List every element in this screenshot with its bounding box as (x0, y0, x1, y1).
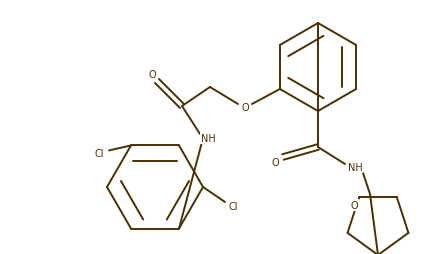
Text: O: O (241, 103, 249, 113)
Text: NH: NH (201, 133, 216, 144)
Text: O: O (271, 157, 279, 167)
Text: Cl: Cl (228, 201, 238, 211)
Text: NH: NH (348, 162, 363, 172)
Text: O: O (350, 200, 358, 210)
Text: O: O (148, 70, 156, 80)
Text: Cl: Cl (94, 149, 104, 159)
